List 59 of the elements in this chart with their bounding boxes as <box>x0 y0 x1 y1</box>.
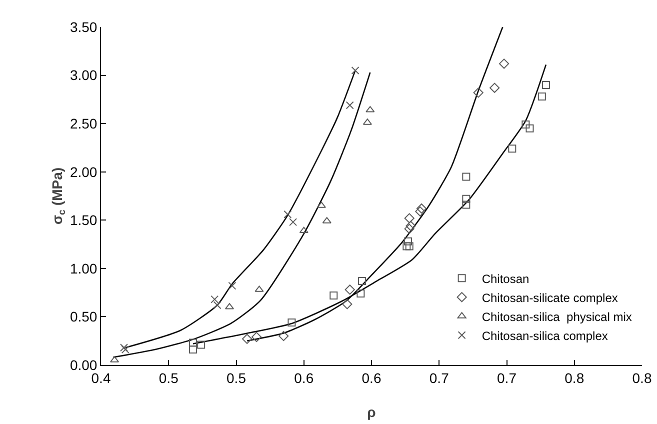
legend-label: Chitosan-silicate complex <box>482 290 618 305</box>
point <box>197 340 206 349</box>
y-tick-label: 3.00 <box>70 67 98 84</box>
point <box>404 224 414 234</box>
point <box>415 206 426 216</box>
point <box>462 194 470 203</box>
point <box>462 172 470 181</box>
point <box>473 88 484 98</box>
legend-label: Chitosan <box>482 272 530 286</box>
x-tick-label: 0.8 <box>564 370 584 386</box>
point <box>344 284 355 295</box>
x-tick-label: 0.7 <box>497 370 517 386</box>
x-tick-label: 0.6 <box>362 370 382 386</box>
point <box>358 276 366 285</box>
point <box>538 92 546 101</box>
point <box>242 334 252 344</box>
y-tick-label: 1.00 <box>70 260 98 276</box>
point <box>404 213 414 224</box>
point <box>346 101 354 110</box>
point <box>284 210 292 218</box>
point <box>188 338 197 347</box>
point <box>416 204 427 214</box>
point <box>402 242 411 250</box>
x-tick-label: 0.7 <box>429 370 450 386</box>
point <box>228 282 236 290</box>
point <box>490 82 500 93</box>
point <box>188 346 197 354</box>
y-tick-label: 0.50 <box>70 308 98 325</box>
point <box>405 242 414 250</box>
point <box>299 226 308 234</box>
point <box>522 120 530 129</box>
x-tick-label: 0.8 <box>632 370 652 386</box>
x-tick-label: 0.5 <box>158 370 179 386</box>
point <box>213 301 222 310</box>
point <box>508 144 516 153</box>
y-tick-label: 3.50 <box>70 18 98 35</box>
x-axis-title: ρ <box>367 404 376 420</box>
y-tick-label: 2.50 <box>70 115 98 132</box>
y-tick-label: 2.00 <box>70 164 98 180</box>
point <box>210 295 219 304</box>
point <box>330 291 338 300</box>
y-tick-label: 1.50 <box>70 212 98 228</box>
point <box>251 332 262 342</box>
point <box>526 124 534 132</box>
point <box>462 200 470 209</box>
point <box>288 318 296 327</box>
legend-label: Chitosan-silica complex <box>482 328 608 343</box>
x-tick-label: 0.5 <box>226 370 246 386</box>
point <box>542 80 550 89</box>
point <box>404 237 412 246</box>
legend-label: Chitosan-silica physical mix <box>482 310 632 324</box>
x-tick-label: 0.6 <box>294 370 314 386</box>
point <box>498 58 510 69</box>
point <box>342 299 352 310</box>
point <box>406 220 416 231</box>
point <box>278 330 289 342</box>
point <box>289 218 298 226</box>
point <box>351 66 360 74</box>
point <box>356 290 365 298</box>
